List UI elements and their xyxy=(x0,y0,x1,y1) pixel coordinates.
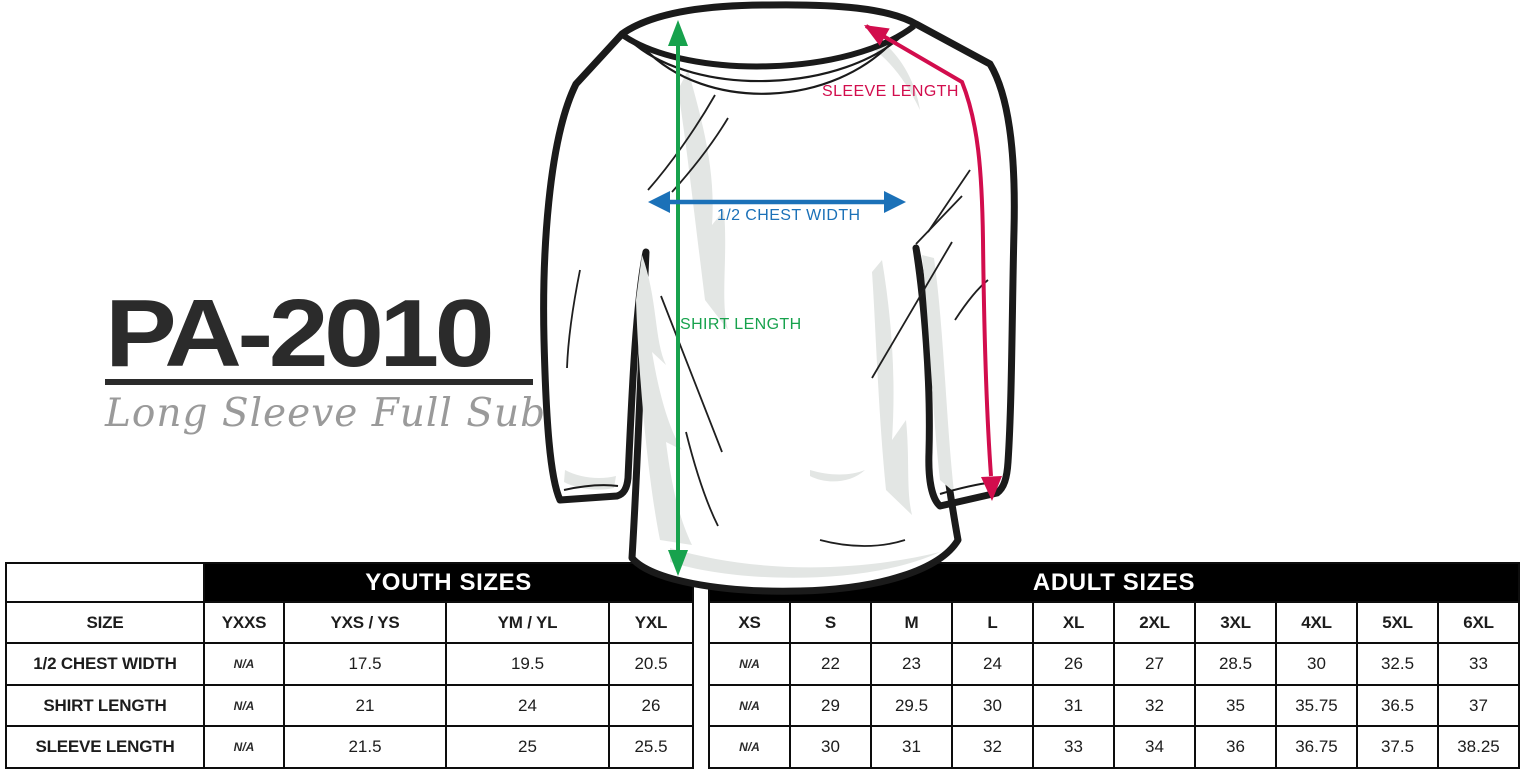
row-label: 1/2 CHEST WIDTH xyxy=(7,644,203,684)
value-cell: 25 xyxy=(447,727,608,767)
value-cell: 31 xyxy=(872,727,951,767)
product-model: PA-2010 xyxy=(105,280,494,387)
adult-sizes-header: ADULT SIZES xyxy=(710,564,1518,601)
value-cell: 21 xyxy=(285,686,445,725)
value-cell: N/A xyxy=(710,727,789,767)
column-header: M xyxy=(872,603,951,642)
value-cell: 30 xyxy=(791,727,870,767)
cuff-lines xyxy=(563,481,995,495)
column-header: 2XL xyxy=(1115,603,1194,642)
value-cell: 37.5 xyxy=(1358,727,1437,767)
column-header: L xyxy=(953,603,1032,642)
column-header: S xyxy=(791,603,870,642)
value-cell: 38.25 xyxy=(1439,727,1518,767)
value-cell: 26 xyxy=(1034,644,1113,684)
column-header: XS xyxy=(710,603,789,642)
value-cell: 30 xyxy=(1277,644,1356,684)
value-cell: N/A xyxy=(205,727,283,767)
column-header: YXS / YS xyxy=(285,603,445,642)
table-corner-cell xyxy=(7,564,203,601)
column-header: 4XL xyxy=(1277,603,1356,642)
value-cell: 22 xyxy=(791,644,870,684)
value-cell: 23 xyxy=(872,644,951,684)
value-cell: 35.75 xyxy=(1277,686,1356,725)
value-cell: 31 xyxy=(1034,686,1113,725)
shirt-length-label: SHIRT LENGTH xyxy=(680,316,802,333)
value-cell: 21.5 xyxy=(285,727,445,767)
value-cell: 27 xyxy=(1115,644,1194,684)
value-cell: 26 xyxy=(610,686,692,725)
value-cell: 36 xyxy=(1196,727,1275,767)
value-cell: N/A xyxy=(205,644,283,684)
value-cell: 32 xyxy=(1115,686,1194,725)
product-brand: PA-2010 Long Sleeve Full Sub xyxy=(105,286,547,436)
chest-width-label: 1/2 CHEST WIDTH xyxy=(717,207,861,224)
column-header: YXL xyxy=(610,603,692,642)
value-cell: 36.5 xyxy=(1358,686,1437,725)
shirt-shading xyxy=(564,40,954,578)
value-cell: 24 xyxy=(953,644,1032,684)
row-label: SLEEVE LENGTH xyxy=(7,727,203,767)
value-cell: 20.5 xyxy=(610,644,692,684)
value-cell: 29 xyxy=(791,686,870,725)
value-cell: 35 xyxy=(1196,686,1275,725)
value-cell: 34 xyxy=(1115,727,1194,767)
value-cell: 33 xyxy=(1034,727,1113,767)
value-cell: 17.5 xyxy=(285,644,445,684)
adult-size-table: ADULT SIZES XS S M L XL 2XL 3XL 4XL 5XL 6XL N/A 22 2… xyxy=(708,562,1520,769)
youth-size-table: YOUTH SIZES SIZE YXXS YXS / YS YM / YL YXL 1/… xyxy=(5,562,694,769)
row-label: SHIRT LENGTH xyxy=(7,686,203,725)
value-cell: 37 xyxy=(1439,686,1518,725)
value-cell: 32 xyxy=(953,727,1032,767)
value-cell: N/A xyxy=(710,644,789,684)
column-header: XL xyxy=(1034,603,1113,642)
sleeve-length-label: SLEEVE LENGTH xyxy=(822,83,959,100)
column-header: YXXS xyxy=(205,603,283,642)
youth-sizes-header: YOUTH SIZES xyxy=(205,564,692,601)
value-cell: 33 xyxy=(1439,644,1518,684)
size-column-header: SIZE xyxy=(7,603,203,642)
value-cell: N/A xyxy=(710,686,789,725)
value-cell: 32.5 xyxy=(1358,644,1437,684)
value-cell: 24 xyxy=(447,686,608,725)
value-cell: 29.5 xyxy=(872,686,951,725)
title-underline xyxy=(105,379,533,385)
column-header: 5XL xyxy=(1358,603,1437,642)
value-cell: N/A xyxy=(205,686,283,725)
shirt-illustration xyxy=(540,1,1018,595)
product-subtitle: Long Sleeve Full Sub xyxy=(105,391,547,436)
value-cell: 36.75 xyxy=(1277,727,1356,767)
value-cell: 19.5 xyxy=(447,644,608,684)
column-header: YM / YL xyxy=(447,603,608,642)
value-cell: 30 xyxy=(953,686,1032,725)
shirt-length-arrow xyxy=(668,20,688,576)
column-header: 3XL xyxy=(1196,603,1275,642)
column-header: 6XL xyxy=(1439,603,1518,642)
value-cell: 28.5 xyxy=(1196,644,1275,684)
value-cell: 25.5 xyxy=(610,727,692,767)
